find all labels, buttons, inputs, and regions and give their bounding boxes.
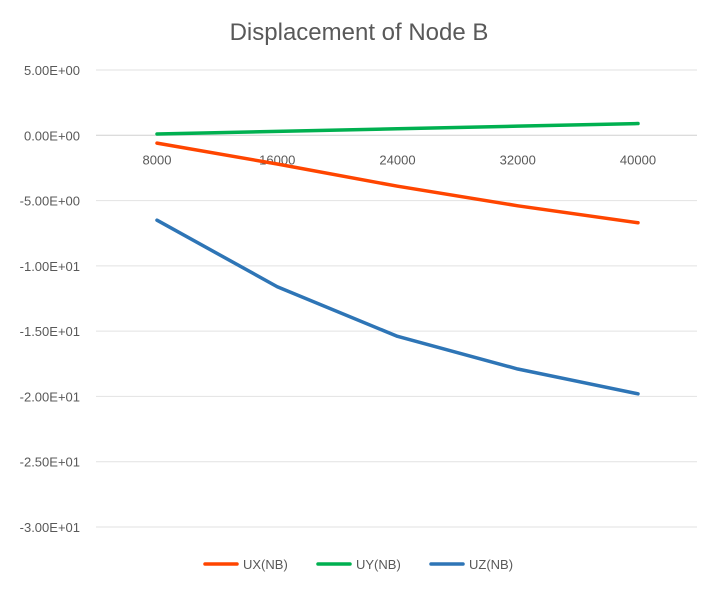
series-line-uy-nb xyxy=(155,121,640,136)
y-tick-label: -2.50E+01 xyxy=(20,455,80,470)
y-tick-label: -5.00E+00 xyxy=(20,194,80,209)
y-tick-label: -2.00E+01 xyxy=(20,389,80,404)
series-line-uz-nb xyxy=(155,218,640,396)
y-tick-label: 0.00E+00 xyxy=(24,128,80,143)
series-line-ux-nb xyxy=(155,141,640,225)
y-tick-label: -1.50E+01 xyxy=(20,324,80,339)
series-lines xyxy=(155,121,640,396)
x-axis-tick-labels: 8000 16000 24000 32000 40000 xyxy=(143,152,657,167)
legend: UX(NB) UY(NB) UZ(NB) xyxy=(203,557,513,572)
gridlines xyxy=(96,69,697,528)
x-tick-label: 24000 xyxy=(379,152,415,167)
x-tick-label: 8000 xyxy=(143,152,172,167)
y-tick-label: 5.00E+00 xyxy=(24,63,80,78)
y-tick-label: -3.00E+01 xyxy=(20,520,80,535)
y-axis-tick-labels: 5.00E+00 0.00E+00 -5.00E+00 -1.00E+01 -1.50E… xyxy=(20,63,80,535)
x-tick-label: 32000 xyxy=(500,152,536,167)
legend-label: UX(NB) xyxy=(243,557,288,572)
chart-title: Displacement of Node B xyxy=(230,19,489,46)
legend-label: UZ(NB) xyxy=(469,557,513,572)
x-tick-label: 40000 xyxy=(620,152,656,167)
legend-label: UY(NB) xyxy=(356,557,401,572)
y-tick-label: -1.00E+01 xyxy=(20,259,80,274)
